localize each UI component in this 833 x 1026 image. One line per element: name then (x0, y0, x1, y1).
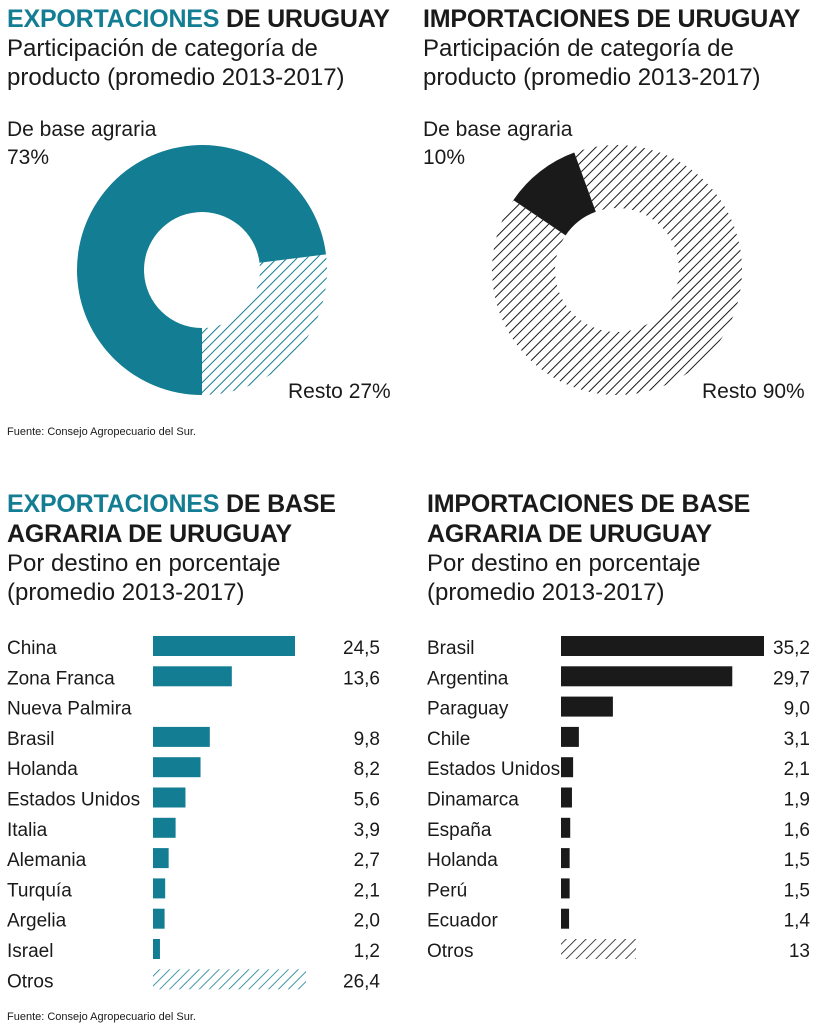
bar (153, 726, 210, 747)
exports-share-title: EXPORTACIONES DE URUGUAY (7, 5, 390, 33)
value-label: 9,8 (354, 729, 380, 750)
exports-destination-title-1: EXPORTACIONES DE BASE (7, 490, 336, 518)
imports-share-panel: IMPORTACIONES DE URUGUAY Participación d… (423, 4, 800, 92)
imports-share-subtitle-2: producto (promedio 2013-2017) (423, 64, 761, 91)
value-label: 3,1 (784, 729, 810, 750)
value-label: 1,2 (354, 941, 380, 962)
imports-share-subtitle-1: Participación de categoría de (423, 35, 734, 62)
category-label: Turquía (7, 880, 72, 901)
bar (561, 817, 571, 838)
imports-destination-title-1: IMPORTACIONES DE BASE (427, 490, 751, 518)
bar (561, 757, 574, 778)
value-label: 1,5 (784, 850, 810, 871)
bar (153, 908, 165, 929)
category-label: España (427, 820, 492, 841)
bar (153, 636, 295, 656)
value-label: 8,2 (354, 759, 380, 780)
bar (561, 878, 570, 899)
category-label: Estados Unidos (7, 790, 140, 811)
category-label: Holanda (427, 850, 498, 871)
category-label: Holanda (7, 759, 78, 780)
donut-slice-imports-rest (492, 145, 743, 395)
exports-destination-subtitle-2: (promedio 2013-2017) (7, 579, 245, 606)
category-label: Brasil (427, 638, 475, 659)
value-label: 1,5 (784, 880, 810, 901)
bar (153, 969, 307, 990)
value-label: 24,5 (343, 638, 380, 659)
value-label: 2,1 (784, 759, 810, 780)
value-label: 26,4 (343, 971, 380, 992)
value-label: 9,0 (784, 699, 810, 720)
category-label: Argelia (7, 911, 67, 932)
exports-destination-title-2: AGRARIA DE URUGUAY (7, 520, 292, 548)
bar (561, 908, 570, 929)
exports-agri-label: De base agraria 73% (7, 118, 157, 169)
bar (153, 848, 169, 869)
imports-destination-subtitle-1: Por destino en porcentaje (427, 550, 701, 577)
value-label: 2,7 (354, 850, 380, 871)
category-label: China (7, 638, 57, 659)
imports-agri-label: De base agraria 10% (423, 118, 573, 169)
bar (153, 666, 232, 687)
bar (153, 817, 176, 838)
exports-rest-label: Resto 27% (288, 380, 391, 403)
donut-slice-exports-rest (202, 254, 327, 395)
exports-destination-panel: EXPORTACIONES DE BASE AGRARIA DE URUGUAY… (7, 489, 336, 607)
imports-destination-title-2: AGRARIA DE URUGUAY (427, 520, 712, 548)
category-label: Perú (427, 880, 467, 901)
bar (153, 757, 201, 778)
category-label: Nueva Palmira (7, 699, 132, 720)
value-label: 5,6 (354, 790, 380, 811)
category-label: Chile (427, 729, 470, 750)
exports-share-panel: EXPORTACIONES DE URUGUAY Participación d… (7, 4, 390, 92)
value-label: 1,9 (784, 790, 810, 811)
exports-share-subtitle-2: producto (promedio 2013-2017) (7, 64, 345, 91)
exports-share-subtitle-1: Participación de categoría de (7, 35, 318, 62)
category-label: Ecuador (427, 911, 498, 932)
value-label: 1,4 (784, 911, 811, 932)
bar (153, 787, 186, 808)
donut-slice-exports-agri (77, 145, 327, 395)
source-note-bottom: Fuente: Consejo Agropecuario del Sur. (7, 1011, 196, 1023)
category-label: Otros (427, 941, 473, 962)
category-label: Dinamarca (427, 790, 519, 811)
value-label: 13 (789, 941, 810, 962)
value-label: 35,2 (773, 638, 810, 659)
bar (153, 878, 166, 899)
bar (561, 696, 613, 717)
bar (561, 666, 733, 687)
bar (561, 726, 579, 747)
value-label: 2,0 (354, 911, 380, 932)
value-label: 2,1 (354, 880, 380, 901)
source-note-top: Fuente: Consejo Agropecuario del Sur. (7, 426, 196, 438)
category-label: Israel (7, 941, 53, 962)
category-label: Otros (7, 971, 53, 992)
category-label: Paraguay (427, 699, 509, 720)
exports-destination-subtitle-1: Por destino en porcentaje (7, 550, 281, 577)
imports-destination-subtitle-2: (promedio 2013-2017) (427, 579, 665, 606)
category-label: Argentina (427, 668, 509, 689)
imports-destination-panel: IMPORTACIONES DE BASE AGRARIA DE URUGUAY… (427, 489, 750, 607)
category-label: Alemania (7, 850, 87, 871)
bar (561, 848, 570, 869)
imports-share-title: IMPORTACIONES DE URUGUAY (423, 5, 801, 33)
value-label: 3,9 (354, 820, 380, 841)
category-label: Brasil (7, 729, 55, 750)
category-label: Estados Unidos (427, 759, 560, 780)
bar (561, 636, 764, 656)
category-label: Italia (7, 820, 48, 841)
value-label: 1,6 (784, 820, 810, 841)
value-label: 13,6 (343, 668, 380, 689)
imports-rest-label: Resto 90% (702, 380, 805, 403)
category-label: Zona Franca (7, 668, 115, 689)
bar (561, 939, 636, 959)
bar (561, 787, 572, 808)
value-label: 29,7 (773, 668, 810, 689)
bar (153, 939, 160, 959)
donut-slice-imports-agri (513, 152, 596, 236)
